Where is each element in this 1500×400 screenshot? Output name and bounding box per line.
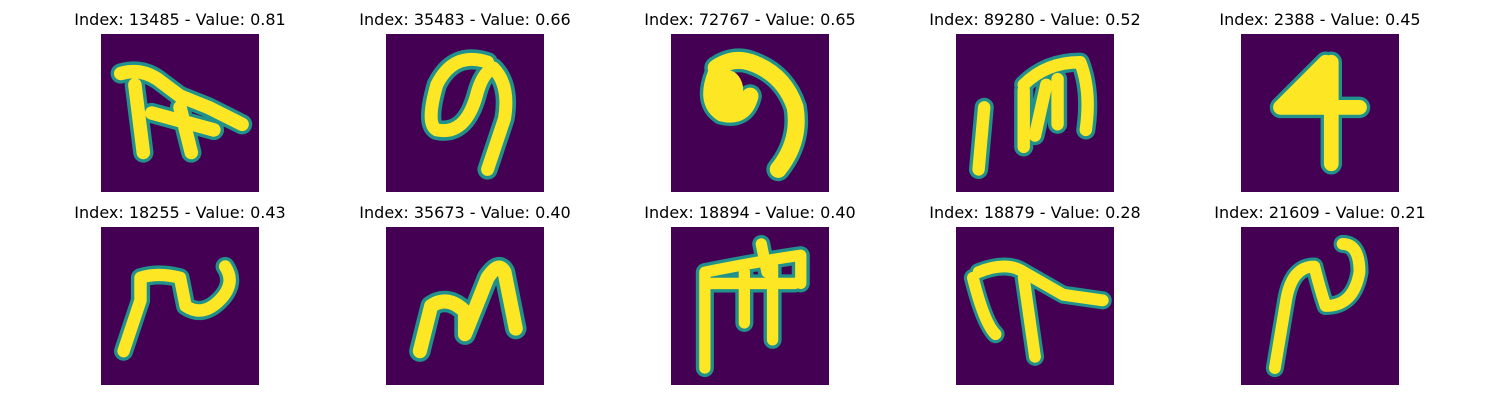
panel-1: Index: 13485 - Value: 0.81: [30, 0, 330, 192]
panel-2: Index: 35483 - Value: 0.66: [315, 0, 615, 192]
digit-image: [671, 227, 829, 385]
panel-title: Index: 35483 - Value: 0.66: [359, 10, 571, 29]
digit-image: [956, 34, 1114, 192]
panel-8: Index: 18894 - Value: 0.40: [600, 193, 900, 385]
digit-image: [956, 227, 1114, 385]
panel-title: Index: 89280 - Value: 0.52: [929, 10, 1141, 29]
digit-image: [1241, 34, 1399, 192]
panel-4: Index: 89280 - Value: 0.52: [885, 0, 1185, 192]
panel-9: Index: 18879 - Value: 0.28: [885, 193, 1185, 385]
digit-image: [386, 227, 544, 385]
digit-image: [386, 34, 544, 192]
digit-image: [101, 34, 259, 192]
digit-image: [1241, 227, 1399, 385]
panel-title: Index: 72767 - Value: 0.65: [644, 10, 856, 29]
panel-5: Index: 2388 - Value: 0.45: [1170, 0, 1470, 192]
panel-title: Index: 2388 - Value: 0.45: [1219, 10, 1421, 29]
panel-6: Index: 18255 - Value: 0.43: [30, 193, 330, 385]
panel-title: Index: 18255 - Value: 0.43: [74, 203, 286, 222]
panel-10: Index: 21609 - Value: 0.21: [1170, 193, 1470, 385]
panel-title: Index: 18894 - Value: 0.40: [644, 203, 856, 222]
panel-7: Index: 35673 - Value: 0.40: [315, 193, 615, 385]
digit-image: [671, 34, 829, 192]
panel-title: Index: 13485 - Value: 0.81: [74, 10, 286, 29]
panel-3: Index: 72767 - Value: 0.65: [600, 0, 900, 192]
panel-title: Index: 35673 - Value: 0.40: [359, 203, 571, 222]
panel-title: Index: 18879 - Value: 0.28: [929, 203, 1141, 222]
panel-title: Index: 21609 - Value: 0.21: [1214, 203, 1426, 222]
digit-image: [101, 227, 259, 385]
